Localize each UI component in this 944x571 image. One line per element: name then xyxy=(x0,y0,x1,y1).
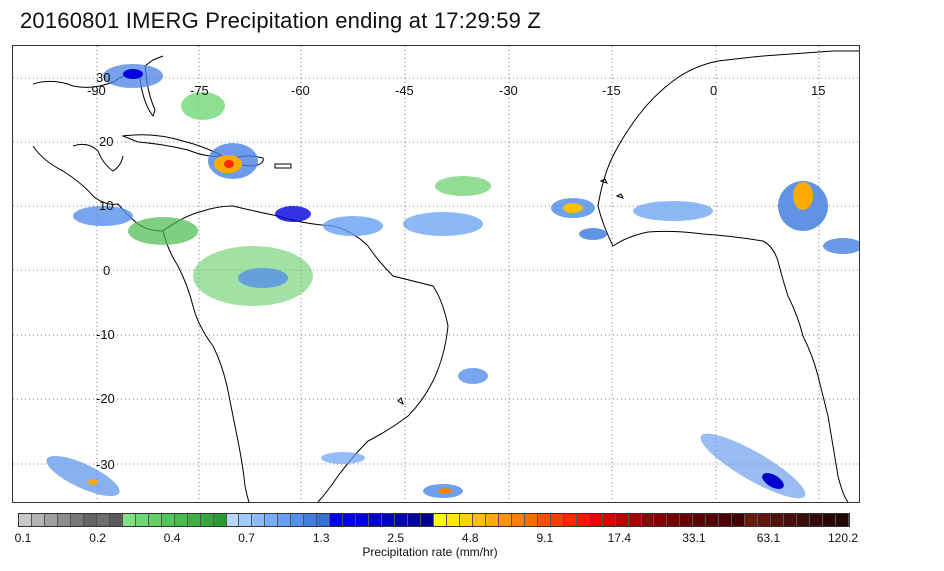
colorbar-cell xyxy=(576,514,590,526)
colorbar-cell xyxy=(19,514,32,526)
colorbar-tick-label: 33.1 xyxy=(682,531,706,545)
colorbar-cell xyxy=(369,514,383,526)
colorbar-cell xyxy=(680,514,694,526)
coastlines xyxy=(32,50,859,502)
colorbar-tick-label: 120.2 xyxy=(827,531,859,545)
colorbar-cell xyxy=(213,514,227,526)
lon-label: -15 xyxy=(602,83,621,98)
colorbar-tick-label: 17.4 xyxy=(607,531,632,545)
colorbar-tick-label: 4.8 xyxy=(461,531,479,545)
gridlines xyxy=(13,46,859,502)
lon-label: -60 xyxy=(291,83,310,98)
lat-label: 30 xyxy=(96,70,111,85)
colorbar-cell xyxy=(524,514,538,526)
colorbar-cell xyxy=(200,514,214,526)
lon-label: -45 xyxy=(395,83,414,98)
lat-label: 20 xyxy=(99,134,114,149)
colorbar-cell xyxy=(589,514,603,526)
colorbar-cell xyxy=(602,514,616,526)
lon-label: -90 xyxy=(87,83,106,98)
lat-label: -20 xyxy=(96,391,115,406)
colorbar-cell xyxy=(135,514,149,526)
colorbar-cell xyxy=(317,514,331,526)
colorbar-cell xyxy=(615,514,629,526)
colorbar-cell xyxy=(226,514,240,526)
colorbar-cell xyxy=(693,514,707,526)
colorbar-cell xyxy=(44,514,58,526)
colorbar-tick-label: 0.2 xyxy=(89,531,106,545)
colorbar-cell xyxy=(408,514,422,526)
lat-label: -10 xyxy=(96,327,115,342)
colorbar-cell xyxy=(31,514,45,526)
colorbar-cell xyxy=(278,514,292,526)
colorbar-tick-label: 1.3 xyxy=(312,531,330,545)
colorbar-cell xyxy=(498,514,512,526)
colorbar-tick-label: 0.1 xyxy=(14,531,32,545)
colorbar-cell xyxy=(356,514,370,526)
colorbar-cell xyxy=(148,514,162,526)
colorbar-cell xyxy=(654,514,668,526)
precipitation-field xyxy=(46,64,859,499)
colorbar-cell xyxy=(330,514,344,526)
colorbar-cell xyxy=(395,514,409,526)
map-canvas xyxy=(13,46,859,502)
colorbar-cell xyxy=(563,514,577,526)
colorbar-cell xyxy=(239,514,253,526)
colorbar-cell xyxy=(485,514,499,526)
colorbar-cell xyxy=(732,514,746,526)
colorbar-cell xyxy=(472,514,486,526)
colorbar-cell xyxy=(83,514,97,526)
colorbar xyxy=(18,513,850,527)
colorbar-cell xyxy=(537,514,551,526)
colorbar-cell xyxy=(771,514,785,526)
colorbar-title: Precipitation rate (mm/hr) xyxy=(362,545,498,559)
colorbar-cell xyxy=(174,514,188,526)
colorbar-cell xyxy=(667,514,681,526)
lat-label: 0 xyxy=(103,263,111,278)
lat-label: 10 xyxy=(99,198,114,213)
colorbar-cell xyxy=(265,514,279,526)
colorbar-cell xyxy=(304,514,318,526)
colorbar-cell xyxy=(706,514,720,526)
colorbar-cell xyxy=(628,514,642,526)
colorbar-cell xyxy=(459,514,473,526)
colorbar-cell xyxy=(343,514,357,526)
colorbar-cell xyxy=(291,514,305,526)
colorbar-cell xyxy=(836,514,849,526)
colorbar-cell xyxy=(187,514,201,526)
colorbar-cell xyxy=(719,514,733,526)
colorbar-cell xyxy=(96,514,110,526)
lat-label: -30 xyxy=(96,457,115,472)
colorbar-cell xyxy=(109,514,123,526)
map-title: 20160801 IMERG Precipitation ending at 1… xyxy=(20,8,542,33)
colorbar-tick-label: 0.4 xyxy=(163,531,181,545)
colorbar-cell xyxy=(382,514,396,526)
colorbar-tick-label: 0.7 xyxy=(238,531,255,545)
colorbar-cell xyxy=(252,514,266,526)
lon-label: 15 xyxy=(811,83,826,98)
colorbar-cell xyxy=(641,514,655,526)
colorbar-cell xyxy=(758,514,772,526)
colorbar-tick-label: 63.1 xyxy=(756,531,781,545)
lon-label: -30 xyxy=(499,83,518,98)
lon-label: -75 xyxy=(190,83,209,98)
colorbar-cell xyxy=(797,514,811,526)
colorbar-cell xyxy=(161,514,175,526)
lon-label: 0 xyxy=(710,83,718,98)
colorbar-cell xyxy=(511,514,525,526)
colorbar-cell xyxy=(745,514,759,526)
colorbar-cell xyxy=(434,514,447,526)
precipitation-map: -90 -75 -60 -45 -30 -15 0 15 30 20 10 0 … xyxy=(12,45,860,503)
colorbar-cell xyxy=(823,514,837,526)
colorbar-cell xyxy=(70,514,84,526)
colorbar-cell xyxy=(57,514,71,526)
colorbar-cell xyxy=(550,514,564,526)
colorbar-cell xyxy=(421,514,434,526)
colorbar-tick-label: 9.1 xyxy=(536,531,554,545)
colorbar-cell xyxy=(810,514,824,526)
colorbar-cell xyxy=(784,514,798,526)
colorbar-cell xyxy=(122,514,136,526)
colorbar-cell xyxy=(446,514,460,526)
colorbar-tick-label: 2.5 xyxy=(387,531,405,545)
